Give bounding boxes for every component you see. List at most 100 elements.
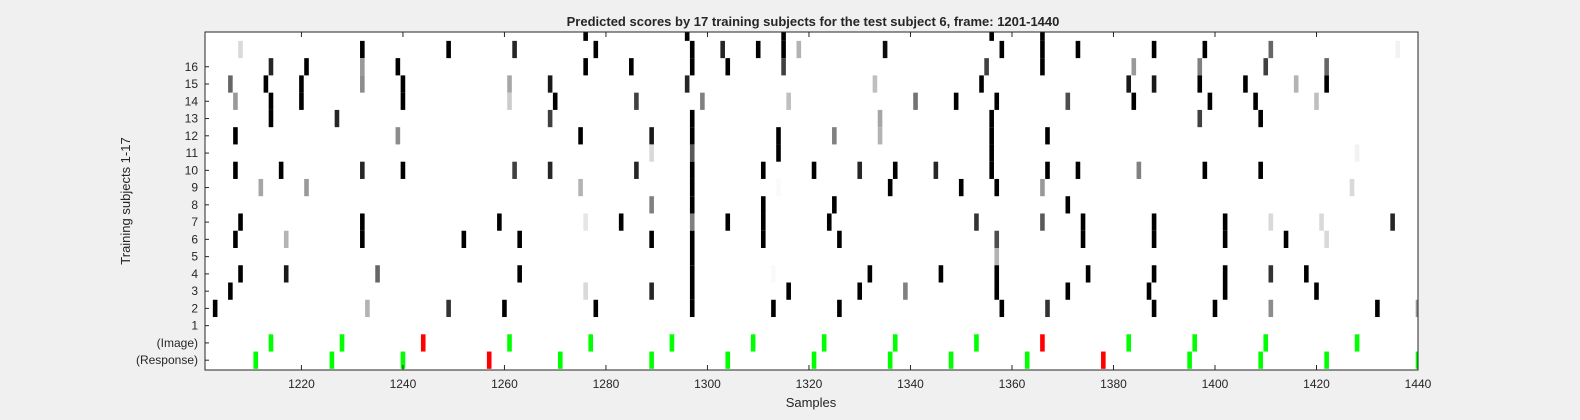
score-mark bbox=[1319, 213, 1324, 231]
score-mark bbox=[446, 40, 451, 59]
score-mark bbox=[720, 40, 725, 59]
score-mark bbox=[689, 40, 695, 59]
x-tick-label: 1400 bbox=[1202, 377, 1229, 391]
score-mark bbox=[1075, 40, 1081, 59]
score-mark bbox=[1085, 265, 1091, 283]
score-mark bbox=[634, 92, 639, 110]
score-mark bbox=[1065, 92, 1071, 110]
y-tick-label: (Response) bbox=[136, 353, 198, 367]
score-mark bbox=[1151, 299, 1157, 318]
score-mark bbox=[578, 178, 583, 197]
score-mark bbox=[877, 109, 883, 128]
score-mark bbox=[578, 127, 583, 145]
score-mark bbox=[583, 213, 588, 231]
x-tick-label: 1420 bbox=[1303, 377, 1330, 391]
y-tick-label: 15 bbox=[185, 77, 199, 91]
score-mark bbox=[395, 127, 401, 145]
score-mark bbox=[649, 144, 654, 162]
image-target-mark bbox=[750, 334, 756, 352]
score-mark bbox=[238, 265, 243, 283]
score-mark bbox=[1258, 161, 1263, 179]
score-mark bbox=[507, 75, 512, 93]
score-mark bbox=[334, 109, 340, 128]
score-mark bbox=[1263, 58, 1269, 76]
score-mark bbox=[989, 144, 994, 162]
score-mark bbox=[238, 40, 243, 59]
score-mark bbox=[994, 92, 1000, 110]
score-mark bbox=[1151, 265, 1157, 283]
y-tick-label: 16 bbox=[185, 60, 199, 74]
score-mark bbox=[446, 299, 451, 318]
score-mark bbox=[689, 178, 695, 197]
score-mark bbox=[552, 92, 558, 110]
score-mark bbox=[1040, 40, 1045, 59]
image-target-mark bbox=[588, 334, 594, 352]
image-nontarget-mark bbox=[420, 334, 426, 352]
score-mark bbox=[233, 127, 238, 145]
score-mark bbox=[233, 161, 238, 179]
score-mark bbox=[1293, 75, 1299, 93]
score-mark bbox=[360, 40, 365, 59]
score-mark bbox=[689, 230, 695, 248]
score-mark bbox=[989, 109, 994, 128]
image-target-mark bbox=[821, 334, 827, 352]
score-mark bbox=[512, 161, 517, 179]
score-mark bbox=[979, 75, 984, 93]
score-mark bbox=[953, 92, 959, 110]
score-mark bbox=[1126, 75, 1132, 93]
score-mark bbox=[517, 265, 522, 283]
score-mark bbox=[837, 299, 842, 318]
score-mark bbox=[689, 161, 695, 179]
score-mark bbox=[360, 213, 365, 231]
score-mark bbox=[1131, 58, 1137, 76]
score-mark bbox=[1349, 178, 1355, 197]
image-target-mark bbox=[339, 334, 345, 352]
score-mark bbox=[618, 213, 624, 231]
score-mark bbox=[1390, 213, 1395, 231]
score-mark bbox=[268, 92, 274, 110]
plot-frame bbox=[204, 31, 1419, 371]
score-mark bbox=[1040, 58, 1045, 76]
score-mark bbox=[461, 230, 467, 248]
y-tick-label: 12 bbox=[185, 129, 199, 143]
score-mark bbox=[1324, 75, 1329, 93]
response-nontarget-mark bbox=[486, 351, 492, 369]
score-mark bbox=[1045, 299, 1050, 318]
score-mark bbox=[212, 299, 218, 318]
score-mark bbox=[837, 230, 842, 248]
score-mark bbox=[892, 161, 898, 179]
score-mark bbox=[1207, 92, 1213, 110]
score-mark bbox=[304, 178, 309, 197]
score-mark bbox=[649, 127, 654, 145]
x-tick-label: 1440 bbox=[1405, 377, 1432, 391]
score-mark bbox=[771, 265, 776, 283]
score-mark bbox=[258, 178, 264, 197]
x-tick-label: 1340 bbox=[897, 377, 924, 391]
score-mark bbox=[1243, 75, 1248, 93]
score-mark bbox=[1253, 92, 1258, 110]
score-mark bbox=[400, 92, 406, 110]
response-target-mark bbox=[329, 351, 335, 369]
score-mark bbox=[999, 40, 1005, 59]
score-mark bbox=[283, 265, 289, 283]
score-mark bbox=[1354, 144, 1360, 162]
score-mark bbox=[1268, 213, 1274, 231]
y-tick-label: (Image) bbox=[157, 336, 198, 350]
score-mark bbox=[1045, 161, 1050, 179]
score-mark bbox=[882, 40, 888, 59]
score-mark bbox=[1146, 282, 1152, 300]
score-mark bbox=[776, 127, 781, 145]
score-mark bbox=[867, 265, 873, 283]
score-mark bbox=[1151, 40, 1157, 59]
response-target-mark bbox=[1187, 351, 1192, 369]
score-mark bbox=[786, 282, 791, 300]
score-mark bbox=[1065, 282, 1071, 300]
score-mark bbox=[1197, 75, 1203, 93]
x-axis-label: Samples bbox=[786, 395, 837, 410]
score-mark bbox=[1222, 230, 1228, 248]
image-nontarget-mark bbox=[1040, 334, 1045, 352]
score-mark bbox=[994, 282, 1000, 300]
y-tick-label: 1 bbox=[191, 319, 198, 333]
score-mark bbox=[299, 75, 304, 93]
score-mark bbox=[1268, 299, 1274, 318]
